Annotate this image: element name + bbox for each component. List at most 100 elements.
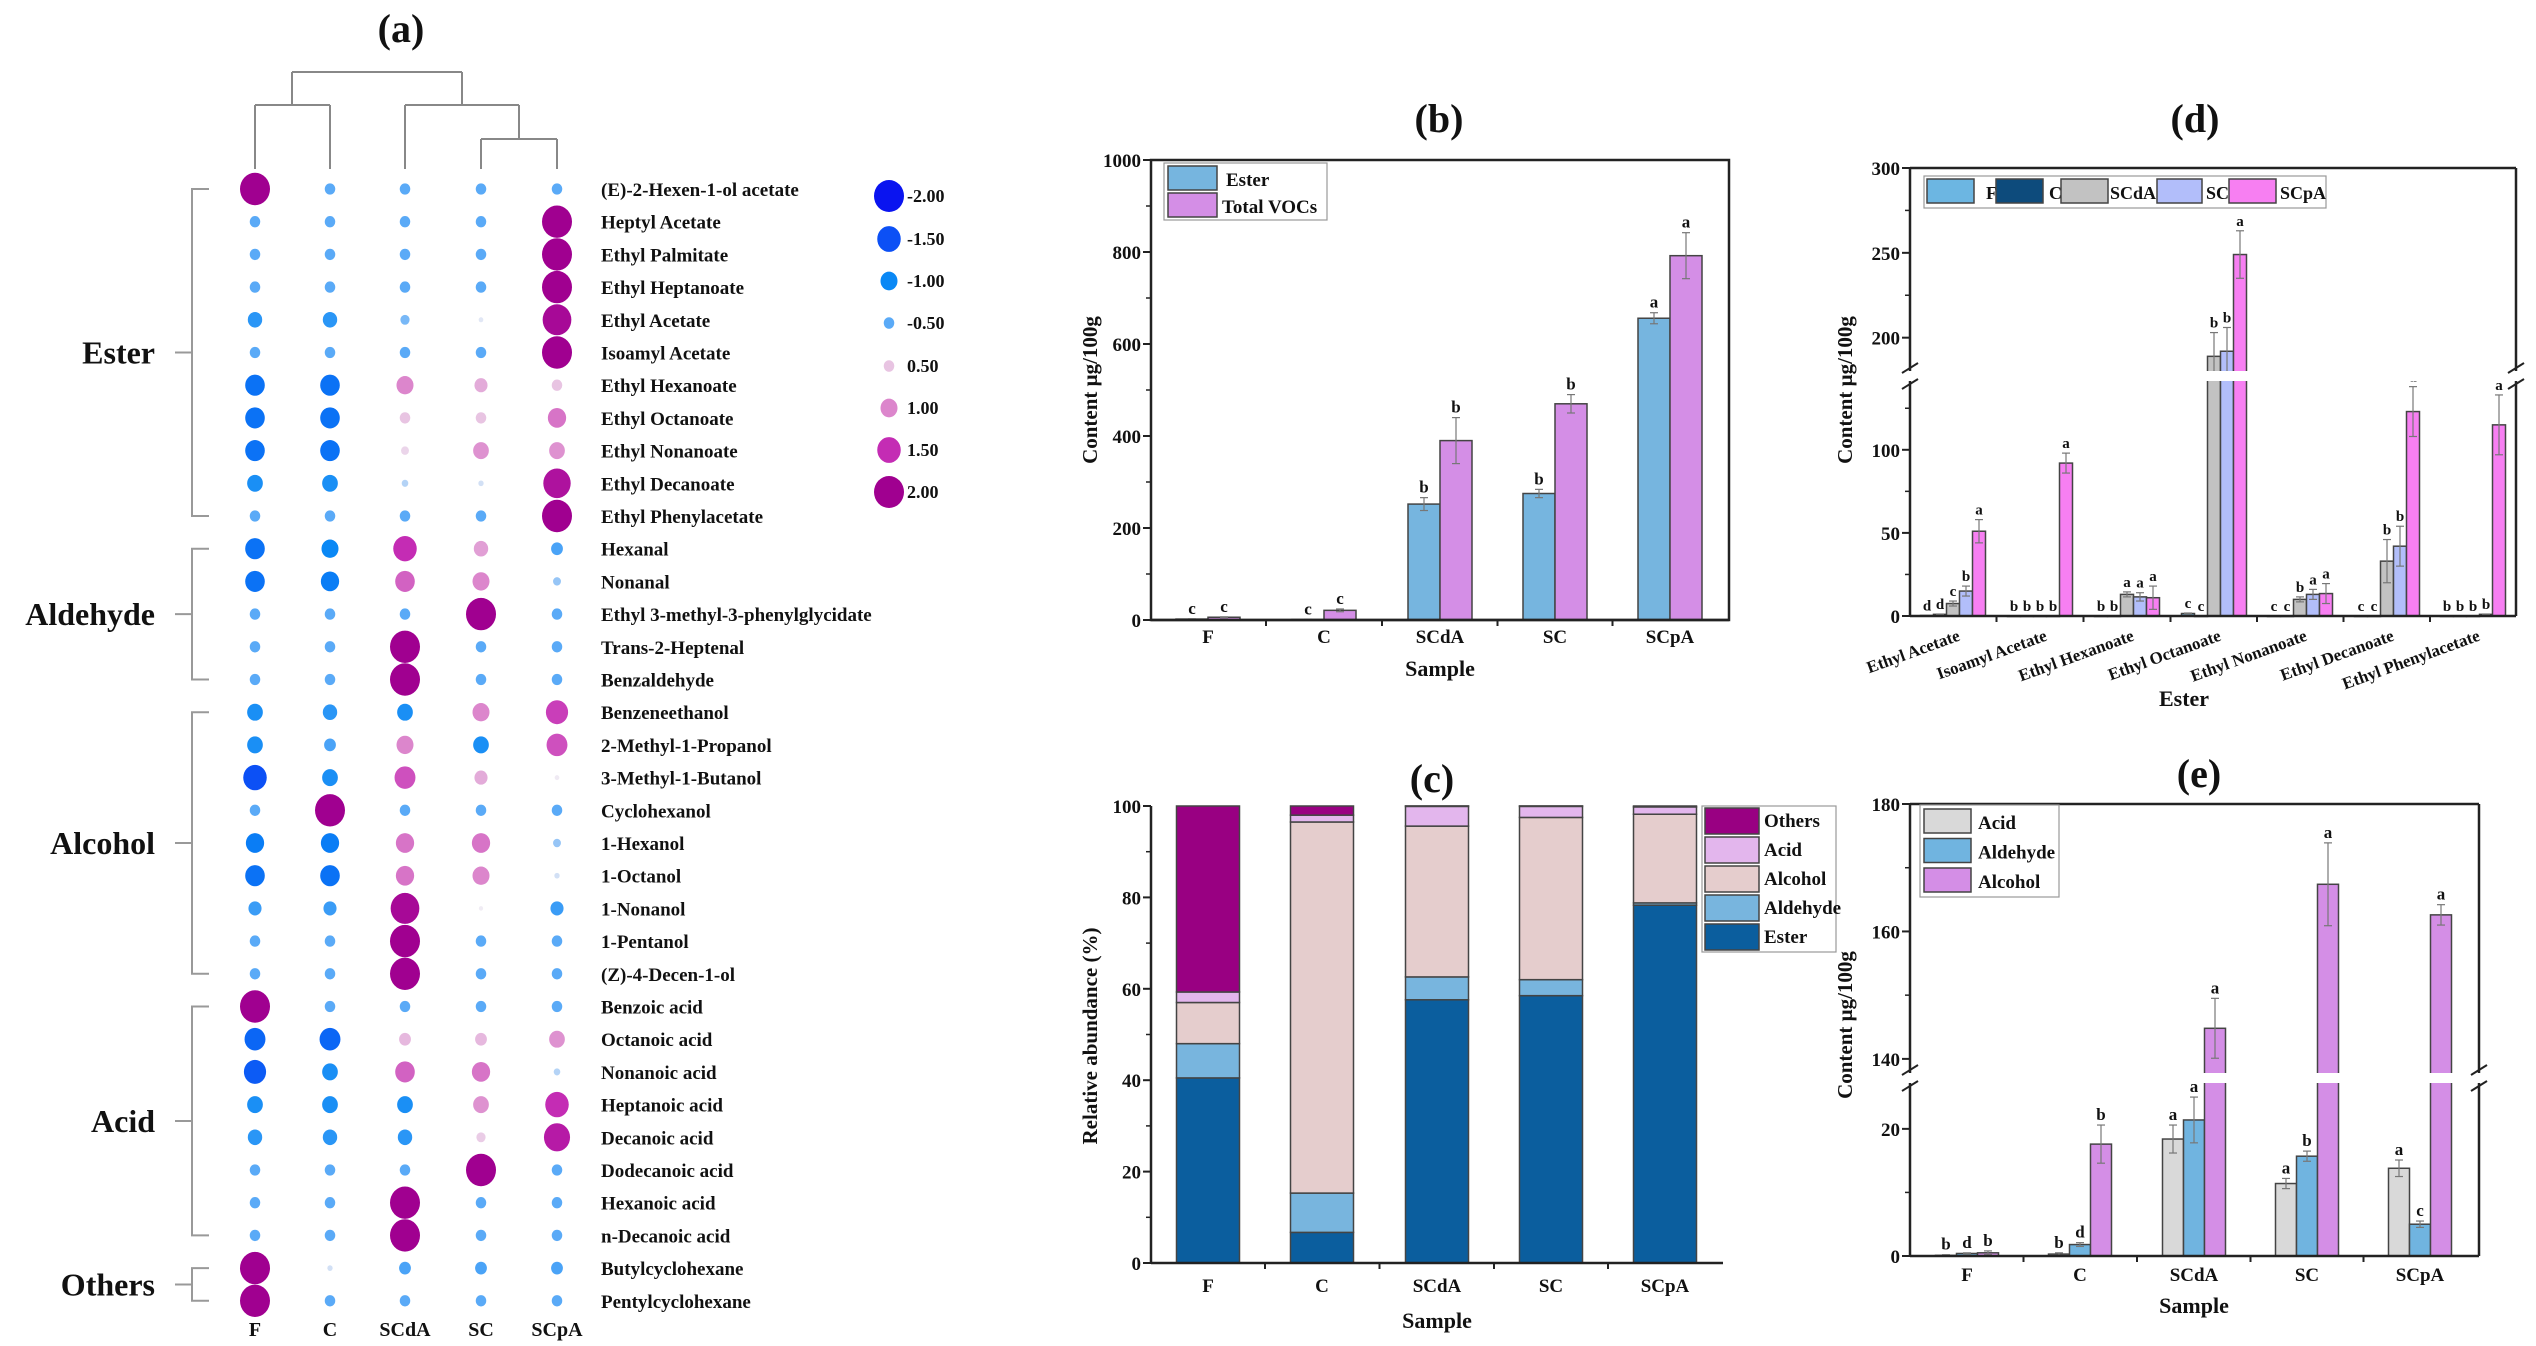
bubble bbox=[399, 183, 411, 195]
bubble bbox=[473, 1096, 489, 1114]
x-tick-label: SCdA bbox=[1413, 1276, 1462, 1297]
bubble bbox=[390, 924, 420, 958]
bubble bbox=[551, 804, 563, 816]
bubble bbox=[475, 641, 487, 653]
bar-acid bbox=[1175, 991, 1241, 1004]
row-label: Ethyl Heptanoate bbox=[601, 278, 744, 299]
bubble bbox=[554, 775, 560, 781]
bubble bbox=[542, 304, 572, 336]
y-axis-label: Content μg/100g bbox=[1833, 951, 1857, 1099]
significance-letter: a bbox=[2395, 1140, 2404, 1159]
bar-alcohol bbox=[1289, 821, 1355, 1194]
y-tick-label: 100 bbox=[1113, 797, 1142, 818]
bar-ester bbox=[1404, 999, 1470, 1264]
bubble bbox=[315, 794, 345, 827]
bubble bbox=[399, 412, 411, 424]
group-bracket bbox=[175, 547, 209, 681]
bubble bbox=[546, 733, 568, 757]
y-axis-label: Content μg/100g bbox=[1078, 316, 1102, 464]
panel-c-stacked-bar: (c) 0 20 40 60 80 100 F C SCdA SC SCpA Sample Relativ… bbox=[1078, 756, 1841, 1333]
bubble bbox=[323, 901, 337, 916]
legend-swatch bbox=[1923, 837, 1972, 864]
bubble bbox=[390, 892, 420, 924]
bar-total-vocs bbox=[1439, 439, 1473, 621]
bar-alcohol bbox=[1632, 813, 1698, 904]
bubble bbox=[545, 1091, 569, 1118]
legend-swatch bbox=[1704, 894, 1760, 922]
bubble bbox=[249, 641, 261, 653]
legend-swatch bbox=[1167, 192, 1218, 218]
group-label: Aldehyde bbox=[25, 596, 155, 632]
significance-letter: a bbox=[2211, 978, 2220, 997]
x-tick-label: C bbox=[2073, 1265, 2087, 1286]
legend: Others Acid Alcohol Aldehyde Ester bbox=[1701, 805, 1841, 953]
significance-letter: b bbox=[1451, 398, 1460, 417]
bubble bbox=[390, 663, 420, 696]
bubble bbox=[542, 238, 572, 271]
x-axis-label: Sample bbox=[1405, 656, 1475, 681]
bubble bbox=[390, 957, 420, 990]
legend: Acid Aldehyde Alcohol bbox=[1919, 804, 2060, 898]
bar-total-vocs bbox=[1669, 254, 1703, 621]
bubble bbox=[471, 1062, 491, 1082]
significance-letter: a bbox=[2123, 575, 2131, 591]
bubble bbox=[320, 865, 340, 887]
row-label: 1-Pentanol bbox=[601, 932, 689, 953]
row-label: 1-Hexanol bbox=[601, 834, 684, 855]
panel-d-bar: (d)ddcbabbbbabbaaaccbbaccbaaccbbabbbba05… bbox=[1833, 96, 2525, 711]
bar-aldehyde bbox=[1518, 978, 1584, 997]
bubble bbox=[471, 833, 491, 853]
bubble bbox=[473, 736, 489, 754]
legend-swatch bbox=[1704, 807, 1760, 835]
group-label: Acid bbox=[91, 1103, 155, 1139]
bubble bbox=[248, 901, 262, 916]
bubble bbox=[395, 833, 415, 853]
legend-bubble bbox=[883, 317, 895, 329]
y-tick-label: 0 bbox=[1891, 1247, 1901, 1268]
group-ester: (E)-2-Hexen-1-ol acetate Heptyl Acetate Et… bbox=[82, 172, 799, 533]
legend-label: C bbox=[2049, 183, 2062, 203]
bubble bbox=[324, 183, 336, 195]
bubble bbox=[324, 346, 336, 359]
bubble bbox=[324, 1229, 336, 1242]
bubble bbox=[475, 1000, 487, 1013]
bubble bbox=[327, 1265, 333, 1271]
bubble bbox=[397, 1129, 413, 1146]
significance-letter: a bbox=[1682, 213, 1691, 232]
legend-label: -0.50 bbox=[907, 313, 945, 333]
legend-bubble bbox=[874, 180, 904, 212]
bubble bbox=[245, 865, 265, 887]
legend: F C SCdA SC SCpA bbox=[1923, 175, 2327, 209]
bar-scda bbox=[2119, 593, 2135, 617]
x-tick-label: F bbox=[1202, 1276, 1214, 1297]
significance-letter: a bbox=[2136, 576, 2144, 592]
legend-label: F bbox=[1986, 183, 1997, 203]
bubble bbox=[478, 480, 484, 487]
group-label: Alcohol bbox=[50, 825, 155, 861]
significance-letter: c bbox=[2358, 599, 2365, 615]
bubble bbox=[475, 216, 487, 228]
bubble bbox=[551, 379, 563, 391]
bubble bbox=[245, 374, 265, 396]
x-tick-label: SCpA bbox=[1641, 1276, 1690, 1297]
bubble bbox=[396, 735, 414, 755]
y-tick-label: 0 bbox=[1132, 611, 1142, 632]
bar-acid bbox=[2161, 1138, 2185, 1257]
bubble bbox=[542, 205, 572, 238]
row-label: 1-Nonanol bbox=[601, 899, 685, 920]
significance-letter: b bbox=[2302, 1131, 2311, 1150]
bubble bbox=[324, 608, 336, 620]
bar-ester bbox=[1175, 1077, 1241, 1264]
row-label: Heptanoic acid bbox=[601, 1096, 723, 1117]
bubble bbox=[399, 608, 411, 620]
bubble bbox=[475, 1261, 487, 1275]
group-bracket bbox=[175, 188, 209, 517]
bubble bbox=[475, 804, 487, 816]
significance-letter: d bbox=[2075, 1223, 2085, 1242]
significance-letter: a bbox=[2282, 1158, 2291, 1177]
bar-acid bbox=[1518, 805, 1584, 819]
column-label: F bbox=[249, 1319, 261, 1341]
significance-letter: d bbox=[1936, 597, 1945, 613]
bar-sc bbox=[2219, 350, 2235, 617]
